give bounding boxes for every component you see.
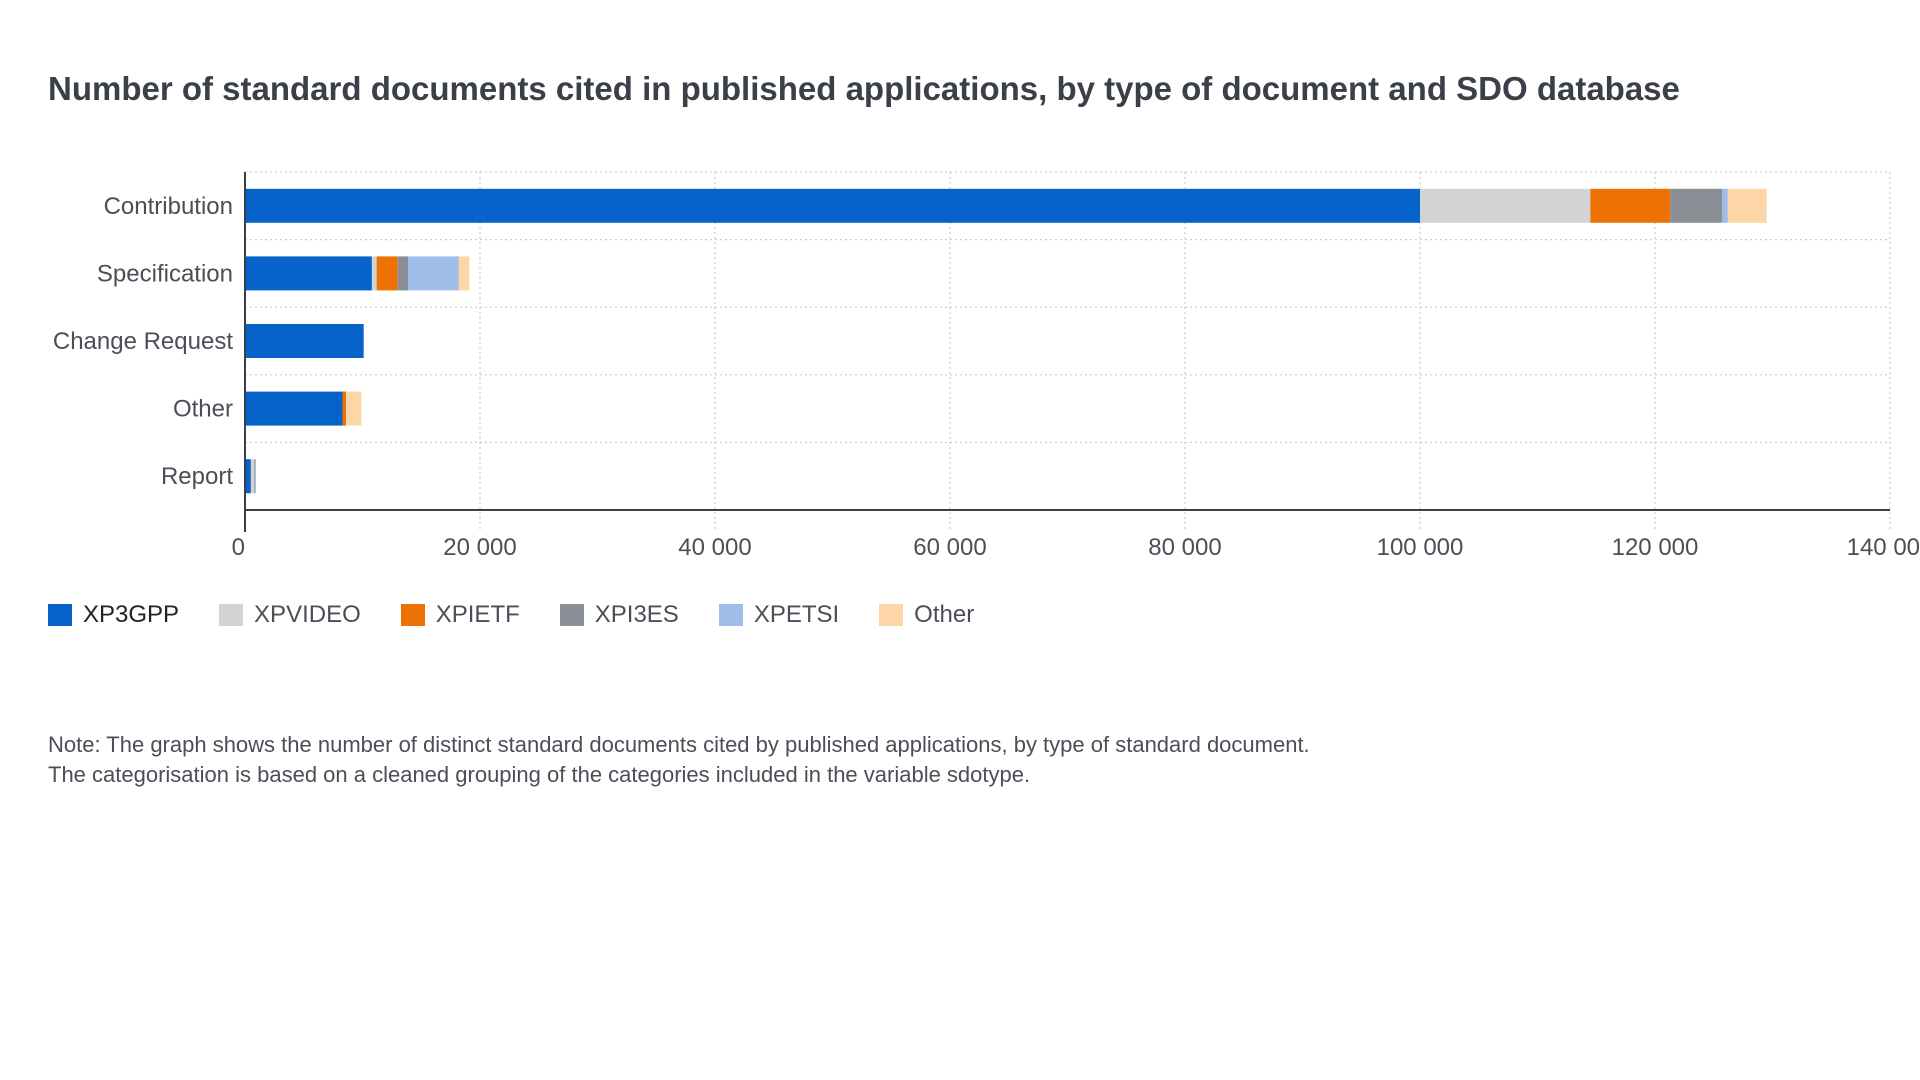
legend-swatch (48, 604, 72, 626)
legend-swatch (879, 604, 903, 626)
x-tick-label: 0 (232, 534, 245, 561)
y-tick-label: Change Request (53, 328, 233, 355)
y-tick-label: Report (161, 463, 233, 490)
bar-chart: 0 20 000 40 000 60 000 80 000 100 000 120 000 1… (0, 150, 1920, 570)
legend-label: XPI3ES (595, 601, 679, 629)
bar-xpvideo-report (251, 459, 255, 493)
y-tick-label: Other (173, 396, 233, 423)
note-line-2: The categorisation is based on a cleaned… (48, 760, 1310, 790)
bar-xp3gpp-other (245, 392, 343, 426)
legend-label: Other (914, 601, 974, 629)
legend-swatch (401, 604, 425, 626)
x-tick-label: 80 000 (1148, 534, 1221, 561)
x-tick-label: 140 000 (1847, 534, 1920, 561)
bar-xpi3es-report (254, 459, 255, 493)
legend-item: Other (879, 601, 974, 629)
bar-xp3gpp-change-request (245, 324, 364, 358)
y-tick-label: Contribution (104, 193, 233, 220)
legend-label: XPETSI (754, 601, 839, 629)
legend-label: XP3GPP (83, 601, 179, 629)
bar-xpietf-contribution (1590, 189, 1670, 223)
legend-item: XP3GPP (48, 601, 179, 629)
legend-label: XPIETF (436, 601, 520, 629)
x-tick-label: 20 000 (443, 534, 516, 561)
bar-xpietf-specification (377, 256, 398, 290)
legend-item: XPETSI (719, 601, 839, 629)
bar-xpietf-other (343, 392, 347, 426)
bar-xpvideo-contribution (1420, 189, 1590, 223)
chart-note: Note: The graph shows the number of dist… (48, 730, 1310, 790)
bar-other-specification (459, 256, 470, 290)
y-tick-label: Specification (97, 260, 233, 287)
bar-xp3gpp-contribution (245, 189, 1420, 223)
bar-xpi3es-contribution (1670, 189, 1722, 223)
x-tick-label: 120 000 (1612, 534, 1699, 561)
legend-swatch (719, 604, 743, 626)
legend-swatch (560, 604, 584, 626)
legend: XP3GPP XPVIDEO XPIETF XPI3ES XPETSI Other (48, 600, 1014, 630)
bar-xp3gpp-specification (245, 256, 372, 290)
note-line-1: Note: The graph shows the number of dist… (48, 730, 1310, 760)
bar-other-contribution (1728, 189, 1767, 223)
legend-label: XPVIDEO (254, 601, 361, 629)
x-tick-label: 40 000 (678, 534, 751, 561)
bar-xpvideo-specification (372, 256, 377, 290)
bar-xpetsi-contribution (1722, 189, 1728, 223)
x-tick-label: 60 000 (913, 534, 986, 561)
legend-swatch (219, 604, 243, 626)
legend-item: XPVIDEO (219, 601, 361, 629)
bar-xpetsi-specification (408, 256, 459, 290)
x-tick-label: 100 000 (1377, 534, 1464, 561)
chart-title: Number of standard documents cited in pu… (48, 70, 1888, 108)
legend-item: XPIETF (401, 601, 520, 629)
legend-item: XPI3ES (560, 601, 679, 629)
bar-xpi3es-specification (398, 256, 409, 290)
bar-other-other (346, 392, 361, 426)
